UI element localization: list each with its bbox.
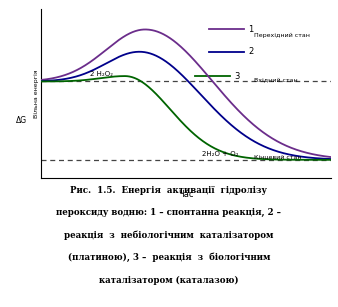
Y-axis label: Вільна енергія: Вільна енергія [34,69,39,118]
Text: 1: 1 [248,25,254,34]
Text: ΔG: ΔG [16,116,27,125]
Text: (платиною), 3 –  реакція  з  біологічним: (платиною), 3 – реакція з біологічним [68,253,270,262]
Text: Час: Час [178,190,194,199]
Text: 2H₂O + O₂: 2H₂O + O₂ [202,151,238,157]
Text: Рис.  1.5.  Енергія  активації  гідролізу: Рис. 1.5. Енергія активації гідролізу [71,186,267,195]
Text: пероксиду водню: 1 – спонтанна реакція, 2 –: пероксиду водню: 1 – спонтанна реакція, … [56,208,282,217]
Text: Перехідний стан: Перехідний стан [254,33,310,38]
Text: реакція  з  небіологічним  каталізатором: реакція з небіологічним каталізатором [64,231,274,240]
Text: 2: 2 [248,47,254,56]
Text: 3: 3 [234,72,239,80]
Text: каталізатором (каталазою): каталізатором (каталазою) [99,275,239,285]
Text: Вхідний стан: Вхідний стан [254,78,298,83]
Text: 2 H₂O₂: 2 H₂O₂ [90,72,113,77]
Text: Кінцевий стан: Кінцевий стан [254,155,302,160]
